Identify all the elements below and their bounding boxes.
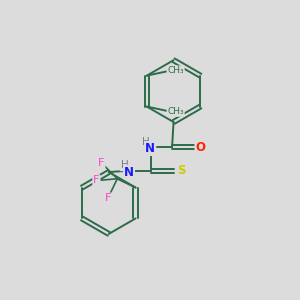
Text: N: N bbox=[124, 166, 134, 178]
Text: CH₃: CH₃ bbox=[167, 66, 184, 75]
Text: H: H bbox=[121, 160, 128, 170]
Text: F: F bbox=[93, 175, 100, 185]
Text: F: F bbox=[105, 194, 112, 203]
Text: S: S bbox=[177, 164, 185, 177]
Text: F: F bbox=[98, 158, 105, 168]
Text: O: O bbox=[196, 141, 206, 154]
Text: CH₃: CH₃ bbox=[167, 107, 184, 116]
Text: N: N bbox=[145, 142, 155, 155]
Text: H: H bbox=[142, 137, 149, 147]
